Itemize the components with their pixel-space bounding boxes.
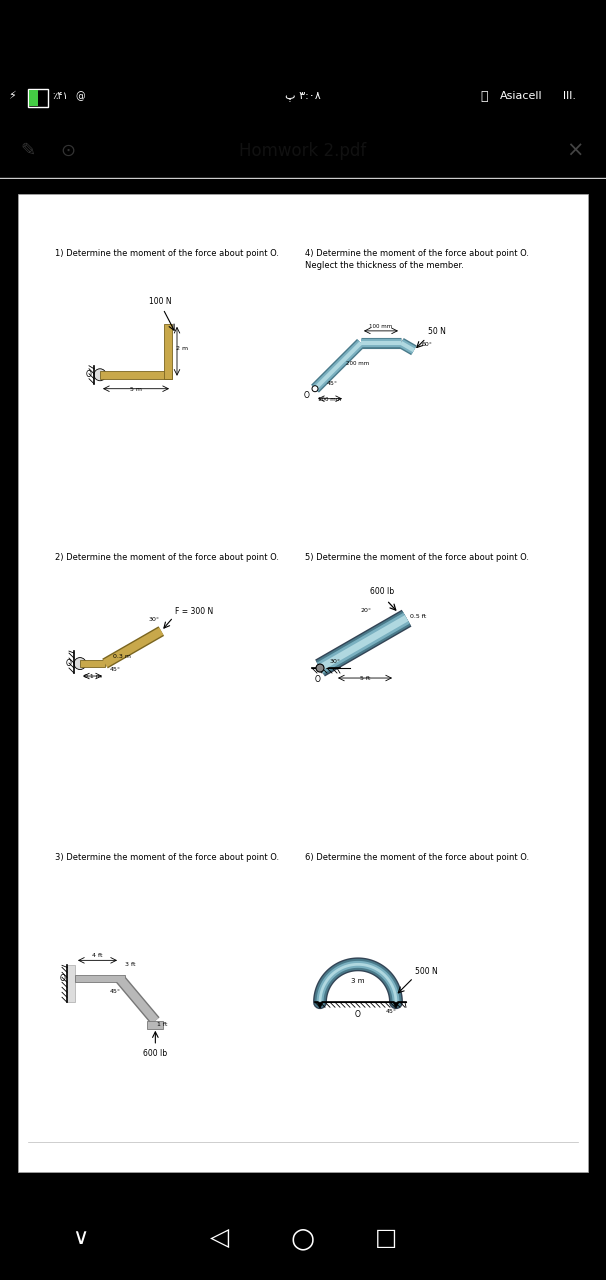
Text: 5 m: 5 m xyxy=(130,387,142,392)
Text: 50 N: 50 N xyxy=(428,328,446,337)
Circle shape xyxy=(74,658,86,669)
Text: 45°: 45° xyxy=(110,667,121,672)
Text: 45°: 45° xyxy=(110,988,121,993)
Text: O: O xyxy=(59,974,65,983)
Text: 0.5 ft: 0.5 ft xyxy=(410,613,426,618)
Text: 600 lb: 600 lb xyxy=(143,1048,167,1057)
Text: 4 ft: 4 ft xyxy=(92,954,103,959)
Text: 30°: 30° xyxy=(148,617,159,622)
Text: 60°: 60° xyxy=(422,342,433,347)
Text: 1) Determine the moment of the force about point O.: 1) Determine the moment of the force abo… xyxy=(55,250,279,259)
Text: 100 mm: 100 mm xyxy=(369,324,393,329)
Text: Homwork 2.pdf: Homwork 2.pdf xyxy=(239,142,367,160)
Text: 5) Determine the moment of the force about point O.: 5) Determine the moment of the force abo… xyxy=(305,553,529,562)
Text: 45°: 45° xyxy=(385,1009,396,1014)
Text: 600 lb: 600 lb xyxy=(370,588,394,596)
Text: 3 ft: 3 ft xyxy=(125,961,136,966)
Text: 0.1 m: 0.1 m xyxy=(84,675,101,678)
Text: Asiacell: Asiacell xyxy=(500,91,542,101)
Bar xyxy=(100,371,172,379)
Text: 2 m: 2 m xyxy=(176,347,188,351)
Text: 20°: 20° xyxy=(361,608,371,613)
Text: پ ۳:۰۸: پ ۳:۰۸ xyxy=(285,91,321,101)
Text: 5 ft: 5 ft xyxy=(360,676,370,681)
Text: 100 mm: 100 mm xyxy=(318,397,342,402)
Text: ○: ○ xyxy=(291,1225,315,1252)
Text: 45°: 45° xyxy=(327,380,338,385)
Text: ×: × xyxy=(566,141,584,161)
Circle shape xyxy=(312,385,318,392)
Text: O: O xyxy=(304,390,310,399)
Circle shape xyxy=(94,369,106,380)
Text: O: O xyxy=(65,659,71,668)
Circle shape xyxy=(316,664,324,672)
Text: ٪۴۱: ٪۴۱ xyxy=(52,91,68,101)
Text: 3 m: 3 m xyxy=(351,978,365,984)
Text: O: O xyxy=(86,370,92,379)
Text: 0.3 m: 0.3 m xyxy=(113,654,131,659)
Bar xyxy=(75,975,125,982)
Text: lll.: lll. xyxy=(563,91,576,101)
Text: ⊙: ⊙ xyxy=(61,142,76,160)
Text: @: @ xyxy=(75,91,85,101)
Text: O: O xyxy=(355,1010,361,1019)
Bar xyxy=(28,88,48,108)
Text: ⚡: ⚡ xyxy=(8,91,16,101)
Bar xyxy=(67,965,75,1002)
Text: 4) Determine the moment of the force about point O.: 4) Determine the moment of the force abo… xyxy=(305,250,529,259)
Text: 6) Determine the moment of the force about point O.: 6) Determine the moment of the force abo… xyxy=(305,852,529,861)
Bar xyxy=(164,324,172,379)
Bar xyxy=(80,660,105,667)
Polygon shape xyxy=(317,1002,323,1009)
Text: 100 N: 100 N xyxy=(148,297,171,306)
Text: ⦾: ⦾ xyxy=(480,90,487,102)
Text: O: O xyxy=(315,675,321,684)
Text: F = 300 N: F = 300 N xyxy=(175,607,213,616)
Polygon shape xyxy=(393,1002,399,1009)
Text: □: □ xyxy=(375,1226,397,1251)
Text: 3) Determine the moment of the force about point O.: 3) Determine the moment of the force abo… xyxy=(55,852,279,861)
Bar xyxy=(29,90,38,106)
Text: ✎: ✎ xyxy=(21,142,36,160)
Text: 1 ft: 1 ft xyxy=(158,1023,168,1028)
Text: 200 mm: 200 mm xyxy=(346,361,369,366)
Bar xyxy=(147,1021,164,1029)
Text: ∨: ∨ xyxy=(72,1229,88,1248)
Text: 500 N: 500 N xyxy=(416,966,438,975)
Text: 2) Determine the moment of the force about point O.: 2) Determine the moment of the force abo… xyxy=(55,553,279,562)
Text: 30°: 30° xyxy=(330,659,341,664)
Text: Neglect the thickness of the member.: Neglect the thickness of the member. xyxy=(305,261,464,270)
Text: ◁: ◁ xyxy=(210,1226,230,1251)
